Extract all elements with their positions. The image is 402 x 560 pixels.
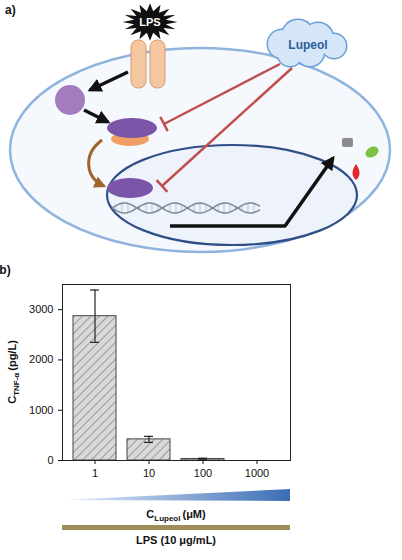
- svg-text:LPS (10 μg/mL): LPS (10 μg/mL): [136, 534, 216, 546]
- svg-text:1: 1: [92, 467, 98, 479]
- svg-text:1000: 1000: [245, 467, 269, 479]
- svg-text:10: 10: [143, 467, 155, 479]
- svg-text:LPS: LPS: [139, 16, 160, 28]
- svg-text:100: 100: [194, 467, 212, 479]
- svg-text:0: 0: [47, 454, 53, 466]
- svg-text:Lupeol: Lupeol: [288, 38, 327, 52]
- svg-text:3000: 3000: [29, 303, 53, 315]
- svg-text:2000: 2000: [29, 353, 53, 365]
- svg-text:1000: 1000: [29, 404, 53, 416]
- svg-text:CLupeol(μM): CLupeol(μM): [146, 508, 206, 523]
- svg-text:b): b): [0, 263, 11, 277]
- svg-text:CTNF-α(pg/L): CTNF-α(pg/L): [6, 340, 21, 404]
- svg-text:a): a): [5, 3, 16, 17]
